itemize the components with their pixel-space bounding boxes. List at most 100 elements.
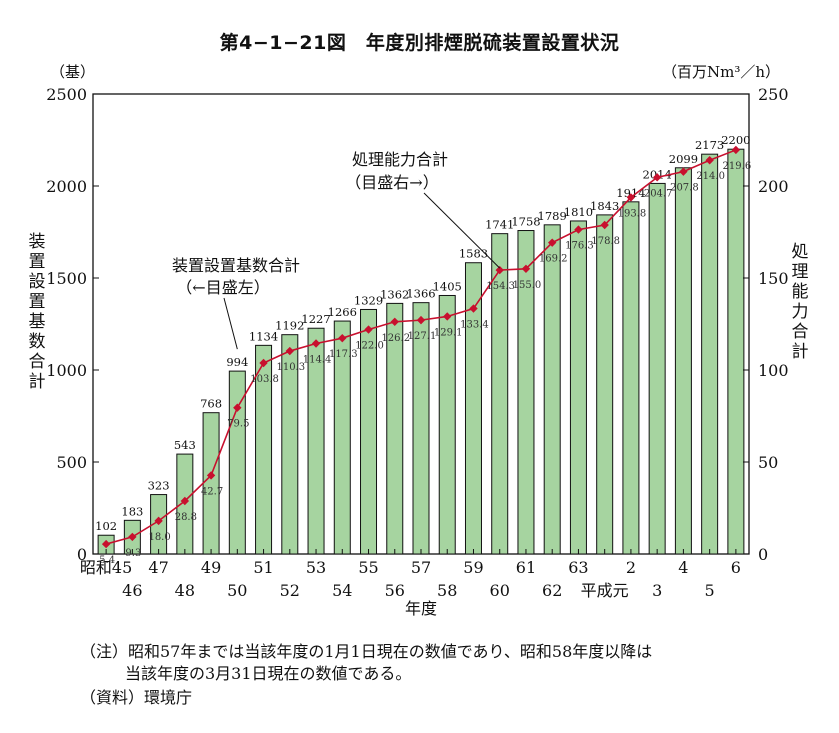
x-tick-label: 47 — [148, 558, 168, 577]
source-note: （資料）環境庁 — [80, 688, 193, 707]
x-tick-label: 4 — [678, 558, 688, 577]
capacity-point — [390, 317, 399, 326]
x-tick-label: 53 — [306, 558, 326, 577]
bar-value-label: 323 — [148, 479, 170, 493]
capacity-point — [154, 516, 163, 526]
bar — [622, 201, 640, 555]
y-right-tick-label: 250 — [758, 85, 789, 104]
x-tick-label: 61 — [516, 558, 536, 577]
capacity-value-label: 103.8 — [250, 374, 279, 385]
capacity-point — [731, 145, 741, 155]
y-left-tick-label: 1500 — [46, 269, 87, 288]
capacity-point — [652, 173, 662, 182]
bar-value-label: 1843 — [590, 199, 619, 213]
bar-value-label: 1758 — [511, 215, 540, 229]
capacity-point — [521, 264, 531, 273]
y-right-tick-label: 150 — [758, 269, 789, 288]
annotations: 装置設置基数合計 （←目盛左） 処理能力合計 （目盛右→） — [172, 150, 501, 350]
bar-value-label: 2173 — [695, 138, 724, 152]
capacity-value-label: 155.0 — [513, 280, 542, 291]
annotation-bars-axis: （←目盛左） — [176, 278, 269, 297]
bar-value-label: 183 — [121, 504, 143, 518]
bar — [569, 220, 587, 555]
capacity-value-label: 207.8 — [670, 183, 699, 194]
x-tick-label: 48 — [175, 581, 195, 600]
x-tick-label: 59 — [463, 558, 483, 577]
bar-value-label: 543 — [174, 438, 196, 452]
y-left-tick-label: 2500 — [46, 85, 87, 104]
capacity-point — [679, 167, 688, 176]
capacity-value-label: 178.8 — [591, 236, 620, 247]
annotation-line-title: 処理能力合計 — [352, 150, 448, 169]
annotation-line-axis: （目盛右→） — [345, 173, 438, 192]
bar-value-label: 102 — [95, 519, 117, 533]
y-left-tick-label: 1000 — [46, 361, 87, 380]
x-tick-label: 60 — [490, 581, 510, 600]
x-tick-label: 3 — [652, 581, 662, 600]
bar-value-label: 1362 — [380, 287, 409, 301]
bar-value-label: 1810 — [564, 205, 593, 219]
capacity-point — [311, 339, 321, 348]
x-tick-label: 46 — [122, 581, 142, 600]
bar-value-label: 768 — [200, 397, 222, 411]
y-left-unit: （基） — [50, 63, 95, 81]
x-tick-label: 57 — [411, 558, 431, 577]
x-tick-label: 6 — [731, 558, 741, 577]
bar-value-label: 2099 — [669, 152, 698, 166]
x-tick-label: 52 — [280, 581, 300, 600]
x-tick-label: 62 — [542, 581, 562, 600]
x-axis-label: 年度 — [405, 599, 437, 618]
capacity-point — [626, 193, 636, 202]
capacity-point — [233, 403, 242, 412]
capacity-point — [206, 471, 216, 480]
bar-value-label: 1192 — [275, 319, 304, 333]
capacity-point — [469, 304, 478, 313]
capacity-value-label: 127.1 — [408, 331, 437, 342]
x-tick-label: 56 — [385, 581, 405, 600]
capacity-value-label: 214.0 — [696, 171, 725, 182]
bar-value-label: 994 — [226, 355, 248, 369]
bar — [202, 412, 220, 555]
capacity-value-label: 110.3 — [276, 362, 305, 373]
bar — [727, 148, 745, 555]
capacity-value-label: 219.6 — [723, 161, 752, 172]
line-series: 5.4 9.3 18.0 28.8 42.7 79.5 103.8110.3114.4117… — [99, 145, 752, 566]
bar-value-label: 1741 — [485, 218, 514, 232]
bar-value-label: 1266 — [328, 305, 357, 319]
bar-value-label: 1329 — [354, 293, 383, 307]
x-tick-label: 51 — [253, 558, 273, 577]
capacity-value-label: 129.1 — [434, 327, 463, 338]
bar — [674, 167, 692, 555]
capacity-value-label: 114.4 — [303, 355, 332, 366]
capacity-point — [180, 496, 190, 506]
bar — [543, 224, 561, 555]
capacity-point — [416, 315, 426, 325]
capacity-point — [285, 346, 294, 356]
bar-value-label: 1789 — [538, 209, 567, 223]
x-tick-label: 50 — [227, 581, 247, 600]
capacity-value-label: 5.4 — [99, 555, 115, 566]
x-tick-label: 平成元 — [581, 581, 629, 600]
bar — [701, 153, 719, 555]
annotation-bars-title: 装置設置基数合計 — [172, 256, 300, 275]
capacity-value-label: 204.7 — [644, 188, 673, 199]
x-tick-label: 54 — [332, 581, 352, 600]
bar-value-label: 1914 — [616, 186, 645, 200]
y-right-axis-label: 処理能力合計 — [791, 242, 809, 362]
x-tick-label: 55 — [358, 558, 378, 577]
y-right-tick-label: 200 — [758, 177, 789, 196]
x-tick-label: 5 — [705, 581, 715, 600]
capacity-value-label: 169.2 — [539, 254, 568, 265]
annotation-line-leader — [423, 192, 501, 269]
capacity-point — [548, 238, 557, 247]
x-tick-label: 58 — [437, 581, 457, 600]
capacity-value-label: 18.0 — [148, 532, 170, 543]
y-right-tick-label: 100 — [758, 361, 789, 380]
y-left-tick-label: 500 — [56, 453, 87, 472]
capacity-point — [128, 532, 137, 542]
capacity-point — [495, 265, 504, 275]
capacity-point — [443, 312, 452, 321]
bar — [648, 182, 666, 555]
